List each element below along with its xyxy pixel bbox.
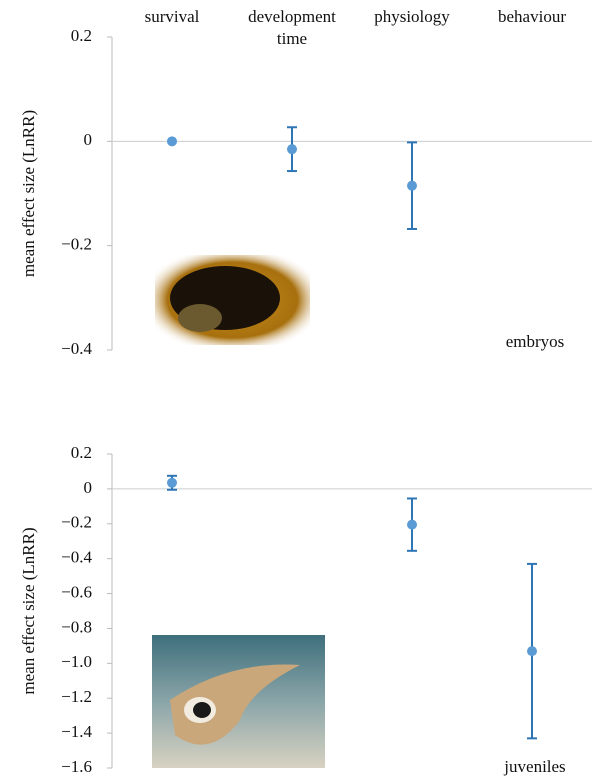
category-label: survival	[114, 6, 230, 28]
y-tick-label: −0.2	[61, 235, 92, 254]
category-label: physiology	[354, 6, 470, 28]
y-tick-label: −0.4	[61, 339, 92, 358]
y-tick-label: −1.4	[61, 722, 92, 741]
point	[407, 181, 417, 191]
point	[167, 136, 177, 146]
y-tick-label: 0.2	[71, 443, 92, 462]
category-label: behaviour	[474, 6, 590, 28]
y-axis-title: mean effect size (LnRR)	[19, 110, 38, 277]
chart: 0.2 0 −0.2 −0.4 mean effect size (LnRR) embry…	[0, 0, 600, 783]
y-tick-label: −0.2	[61, 513, 92, 532]
y-tick-label: 0	[84, 478, 93, 497]
point	[167, 478, 177, 488]
category-label: development time	[234, 6, 350, 50]
y-tick-label: 0	[84, 130, 93, 149]
y-tick-label: −0.8	[61, 617, 92, 636]
y-axis-title: mean effect size (LnRR)	[19, 527, 38, 694]
y-tick-label: −0.6	[61, 582, 92, 601]
point	[407, 520, 417, 530]
embryo-photo	[155, 255, 310, 345]
y-tick-label: −1.6	[61, 757, 92, 776]
figure: 0.2 0 −0.2 −0.4 mean effect size (LnRR) embry…	[0, 0, 600, 783]
y-tick-label: −0.4	[61, 548, 92, 567]
y-tick-label: 0.2	[71, 26, 92, 45]
panel-label: embryos	[506, 332, 565, 351]
y-tick-label: −1.2	[61, 687, 92, 706]
panel-label: juveniles	[503, 757, 565, 776]
shark-photo	[152, 635, 325, 768]
point	[527, 646, 537, 656]
point	[287, 144, 297, 154]
y-tick-label: −1.0	[61, 652, 92, 671]
